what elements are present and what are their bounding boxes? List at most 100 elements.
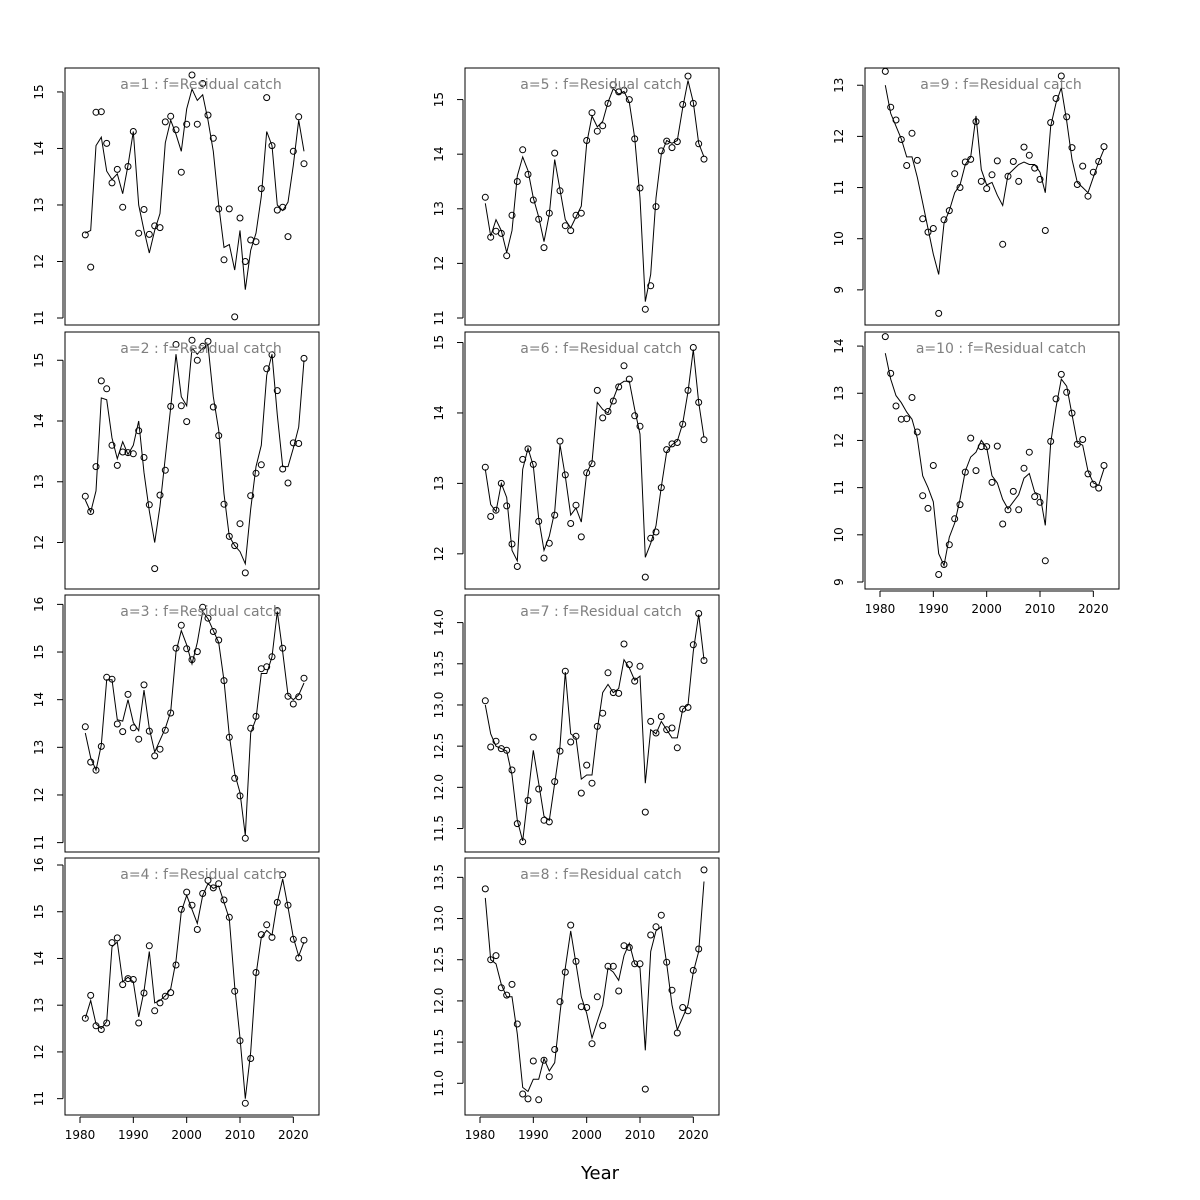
observed-point — [599, 122, 607, 130]
observed-point — [1052, 95, 1060, 102]
plot-frame — [464, 67, 720, 326]
observed-point — [161, 726, 169, 734]
observed-point — [887, 369, 895, 377]
observed-point — [567, 921, 575, 929]
panel-title: a=7 : f=Residual catch — [520, 604, 681, 620]
observed-point — [881, 333, 889, 341]
y-tick-label: 13.0 — [432, 692, 446, 719]
plot-frame — [64, 857, 320, 1116]
y-tick-label: 13 — [432, 476, 446, 491]
observed-point — [183, 645, 191, 653]
observed-point — [161, 466, 169, 474]
observed-point — [700, 436, 708, 444]
observed-point — [967, 434, 975, 442]
observed-point — [268, 351, 276, 359]
observed-point — [279, 465, 287, 473]
observed-point — [625, 96, 633, 104]
observed-point — [156, 224, 164, 232]
observed-point — [215, 880, 223, 888]
observed-point — [625, 375, 633, 383]
observed-point — [903, 162, 911, 169]
observed-point — [663, 137, 671, 145]
plot-frame — [864, 67, 1120, 326]
observed-point — [497, 229, 505, 237]
observed-point — [577, 1003, 585, 1011]
observed-point — [225, 532, 233, 540]
observed-point — [983, 185, 991, 193]
observed-point — [119, 203, 127, 211]
observed-point — [183, 120, 191, 128]
observed-point — [81, 231, 89, 239]
y-tick-label: 15 — [32, 353, 46, 368]
panel-title: a=1 : f=Residual catch — [120, 77, 281, 93]
y-tick-label: 15 — [432, 92, 446, 107]
observed-point — [1020, 464, 1028, 472]
observed-point — [231, 987, 239, 995]
x-tick-label: 1990 — [118, 1128, 149, 1142]
observed-point — [689, 641, 697, 649]
observed-point — [593, 993, 601, 1001]
observed-point — [1089, 168, 1097, 176]
observed-point — [668, 986, 676, 994]
observed-point — [97, 1026, 105, 1033]
observed-point — [247, 1055, 255, 1062]
observed-point — [561, 667, 569, 675]
observed-point — [956, 184, 964, 191]
observed-point — [167, 989, 175, 997]
observed-point — [577, 209, 585, 217]
observed-point — [924, 228, 932, 236]
observed-point — [81, 492, 89, 500]
observed-point — [556, 747, 564, 755]
observed-point — [641, 305, 649, 313]
observed-point — [161, 992, 169, 1000]
observed-point — [897, 415, 905, 423]
observed-point — [129, 724, 137, 732]
observed-point — [145, 501, 153, 509]
observed-point — [188, 656, 196, 664]
observed-point — [540, 244, 548, 252]
observed-point — [887, 103, 895, 111]
y-tick-label: 14 — [32, 141, 46, 156]
y-tick-label: 11 — [32, 310, 46, 325]
x-tick-label: 1980 — [865, 602, 896, 616]
observed-point — [145, 727, 153, 735]
observed-point — [535, 215, 543, 223]
y-tick-label: 10 — [832, 231, 846, 246]
y-tick-label: 12 — [32, 254, 46, 269]
y-tick-label: 16 — [32, 597, 46, 612]
observed-point — [513, 1020, 521, 1028]
y-tick-label: 12.0 — [432, 988, 446, 1015]
observed-point — [967, 155, 975, 163]
observed-point — [204, 337, 212, 345]
observed-point — [993, 157, 1001, 165]
observed-point — [503, 502, 511, 510]
observed-point — [673, 439, 681, 446]
observed-point — [524, 1095, 532, 1103]
observed-point — [97, 108, 105, 116]
observed-point — [924, 504, 932, 512]
observed-point — [1057, 72, 1065, 80]
observed-point — [220, 677, 228, 685]
observed-point — [241, 569, 249, 577]
panel-3: 11 12 13 14 15 16 a=3 : f=Residual catch — [32, 594, 320, 853]
plot-frame — [64, 67, 320, 326]
observed-point — [609, 81, 617, 89]
observed-point — [508, 766, 516, 774]
observed-point — [657, 147, 665, 155]
x-tick-label: 2010 — [1025, 602, 1056, 616]
observed-point — [156, 999, 164, 1007]
observed-point — [668, 144, 676, 152]
observed-point — [300, 160, 308, 168]
observed-point — [647, 717, 655, 725]
y-tick-label: 15 — [32, 644, 46, 659]
observed-point — [220, 896, 228, 904]
observed-point — [257, 931, 265, 939]
panel-title: a=2 : f=Residual catch — [120, 341, 281, 357]
observed-point — [583, 469, 591, 477]
observed-point — [481, 463, 489, 471]
observed-point — [87, 758, 95, 766]
observed-point — [188, 901, 196, 909]
y-tick-label: 15 — [432, 335, 446, 350]
observed-point — [689, 344, 697, 351]
x-tick-label: 2000 — [571, 1128, 602, 1142]
